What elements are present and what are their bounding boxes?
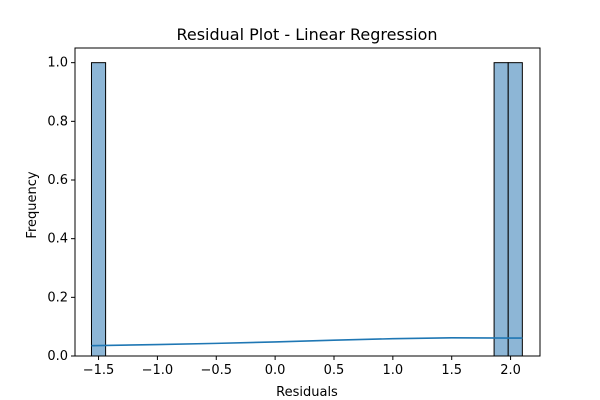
x-tick-label: −1.5 bbox=[83, 363, 115, 378]
histogram-bar-2 bbox=[507, 62, 523, 357]
x-axis-label: Residuals bbox=[276, 385, 338, 400]
x-tick-label: 1.0 bbox=[383, 363, 404, 378]
histogram-bar-1 bbox=[493, 62, 509, 357]
x-tick-label: 2.0 bbox=[500, 363, 521, 378]
axes-frame bbox=[74, 47, 541, 357]
x-tick-label: −0.5 bbox=[200, 363, 232, 378]
chart-title: Residual Plot - Linear Regression bbox=[176, 25, 437, 44]
x-tick-label: 1.5 bbox=[441, 363, 462, 378]
y-tick-label: 0.0 bbox=[47, 349, 68, 364]
plot-area: −1.5 −1.0 −0.5 0.0 0.5 1.0 1.5 2.0 0.0 0.2 0.4 0.6 0… bbox=[47, 47, 541, 378]
kde-line bbox=[91, 337, 523, 347]
histogram-bar-0 bbox=[90, 62, 107, 357]
y-axis-label: Frequency bbox=[25, 171, 40, 238]
y-tick-label: 0.4 bbox=[47, 232, 68, 247]
x-tick-label: 0.0 bbox=[265, 363, 286, 378]
y-tick-label: 1.0 bbox=[47, 56, 68, 71]
x-tick-label: 0.5 bbox=[324, 363, 345, 378]
y-tick-label: 0.8 bbox=[47, 114, 68, 129]
y-tick-label: 0.2 bbox=[47, 290, 68, 305]
y-tick-label: 0.6 bbox=[47, 173, 68, 188]
x-tick-label: −1.0 bbox=[142, 363, 174, 378]
